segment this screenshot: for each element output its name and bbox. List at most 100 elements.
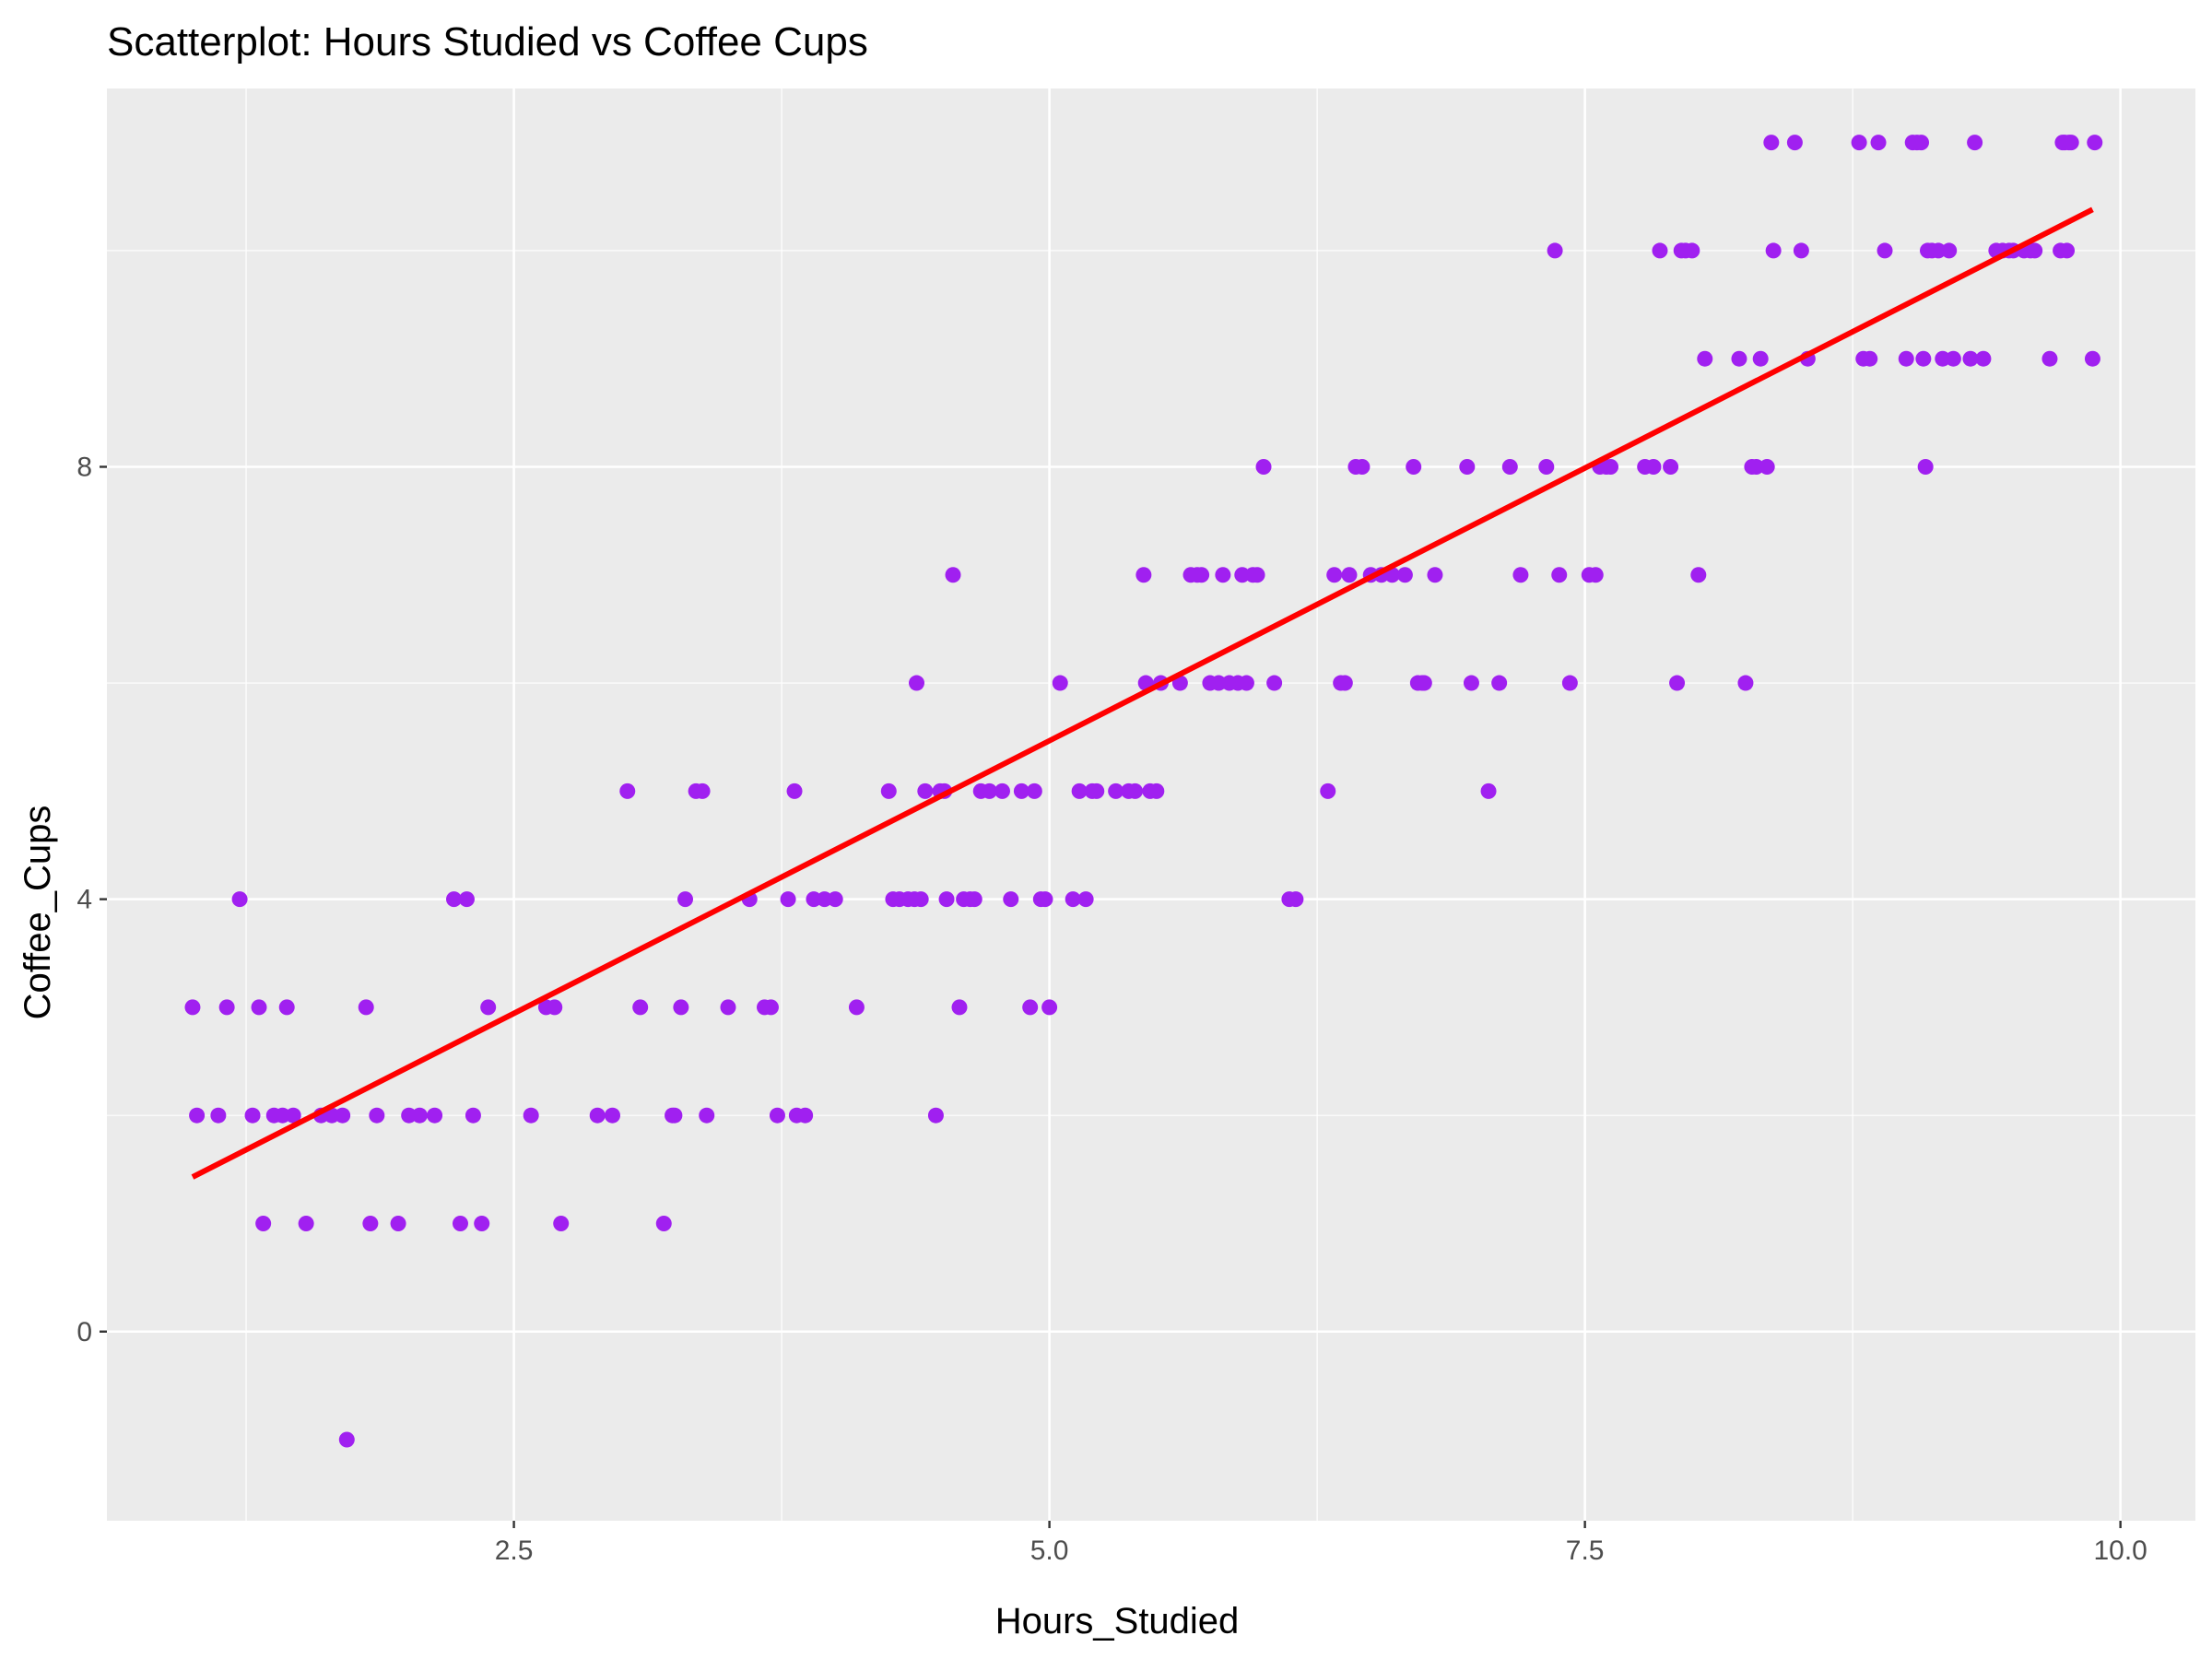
data-point: [1763, 135, 1780, 151]
data-point: [1975, 350, 1992, 367]
y-tick-label: 0: [76, 1317, 92, 1347]
data-point: [1941, 242, 1958, 259]
data-point: [1877, 242, 1893, 259]
data-point: [720, 999, 736, 1016]
data-point: [523, 1107, 539, 1124]
data-point: [1077, 891, 1094, 908]
x-tick-label: 5.0: [1030, 1535, 1069, 1566]
data-point: [827, 891, 843, 908]
data-point: [1249, 567, 1265, 583]
data-point: [1748, 458, 1765, 475]
data-point: [945, 567, 961, 583]
data-point: [2027, 242, 2043, 259]
data-point: [912, 891, 929, 908]
x-tick-label: 10.0: [2093, 1535, 2147, 1566]
data-point: [1194, 567, 1210, 583]
data-point: [909, 675, 925, 691]
data-point: [1037, 891, 1053, 908]
data-point: [1603, 458, 1619, 475]
data-point: [1962, 350, 1979, 367]
data-point: [762, 999, 779, 1016]
data-point: [480, 999, 497, 1016]
data-point: [452, 1215, 468, 1231]
data-point: [2063, 135, 2079, 151]
data-point: [2041, 350, 2058, 367]
data-point: [1354, 458, 1371, 475]
x-tick-label: 2.5: [495, 1535, 534, 1566]
data-point: [362, 1215, 379, 1231]
data-point: [1108, 782, 1124, 799]
data-point: [1870, 135, 1887, 151]
data-point: [358, 999, 374, 1016]
fit-line-layer: [191, 206, 2094, 1180]
data-point: [1697, 350, 1713, 367]
data-point: [1396, 567, 1413, 583]
data-point: [917, 782, 934, 799]
data-point: [553, 1215, 570, 1231]
data-point: [1480, 782, 1497, 799]
data-point: [401, 1107, 418, 1124]
data-point: [1538, 458, 1555, 475]
data-point: [1210, 675, 1227, 691]
data-point: [1652, 242, 1668, 259]
data-point: [1416, 675, 1432, 691]
data-point: [298, 1215, 314, 1231]
data-point: [244, 1107, 261, 1124]
data-point: [1148, 782, 1165, 799]
data-point: [1765, 242, 1782, 259]
chart-title: Scatterplot: Hours Studied vs Coffee Cup…: [107, 19, 868, 65]
data-point: [806, 891, 822, 908]
data-point: [474, 1215, 490, 1231]
data-point: [677, 891, 694, 908]
data-point: [1013, 782, 1030, 799]
data-point: [880, 782, 897, 799]
data-point: [218, 999, 235, 1016]
data-point: [769, 1107, 785, 1124]
data-point: [1645, 458, 1662, 475]
data-point: [1935, 350, 1951, 367]
data-point: [655, 1215, 672, 1231]
data-point: [848, 999, 865, 1016]
data-point: [278, 999, 295, 1016]
data-point: [1238, 675, 1254, 691]
data-point: [1052, 675, 1068, 691]
data-point: [1862, 350, 1878, 367]
data-point: [1427, 567, 1443, 583]
x-axis-title: Hours_Studied: [995, 1601, 1240, 1641]
data-point: [673, 999, 689, 1016]
data-point: [817, 891, 833, 908]
data-point: [285, 1107, 301, 1124]
data-point: [427, 1107, 443, 1124]
data-point: [699, 1107, 715, 1124]
data-point: [1234, 567, 1251, 583]
data-point: [1690, 567, 1707, 583]
data-point: [184, 999, 201, 1016]
data-point: [1561, 675, 1578, 691]
data-point: [411, 1107, 428, 1124]
data-point: [1288, 891, 1304, 908]
data-point: [1512, 567, 1529, 583]
data-point: [1022, 999, 1039, 1016]
data-point: [390, 1215, 406, 1231]
data-point: [1587, 567, 1604, 583]
data-point: [1320, 782, 1336, 799]
data-point: [335, 1107, 351, 1124]
data-point: [1551, 567, 1568, 583]
data-point: [604, 1107, 620, 1124]
data-point: [1967, 135, 1983, 151]
data-point: [1669, 675, 1686, 691]
axes: 2.5 5.0 7.5 10.0 0 4 8: [76, 452, 2147, 1566]
data-point: [251, 999, 267, 1016]
data-point: [1135, 567, 1152, 583]
data-point: [966, 891, 982, 908]
data-point: [255, 1215, 272, 1231]
data-point: [2084, 350, 2100, 367]
data-point: [1127, 782, 1144, 799]
data-point: [458, 891, 475, 908]
regression-line: [191, 206, 2094, 1180]
data-point: [632, 999, 649, 1016]
data-point: [666, 1107, 683, 1124]
grid-lines: [107, 88, 2195, 1521]
data-point: [324, 1107, 340, 1124]
